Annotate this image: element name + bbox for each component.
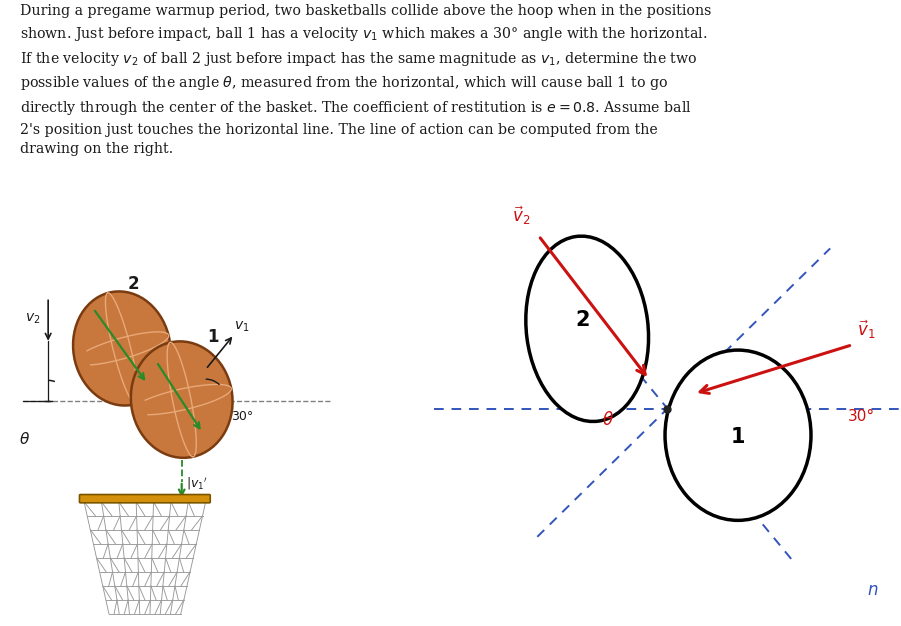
Text: 2: 2: [575, 310, 589, 330]
Text: $v_1$: $v_1$: [234, 319, 250, 334]
Text: 30°: 30°: [231, 409, 253, 423]
Text: $|v_1{'}$: $|v_1{'}$: [187, 475, 208, 492]
Ellipse shape: [665, 350, 811, 520]
Text: $v_2$: $v_2$: [25, 312, 41, 326]
Text: 2: 2: [127, 275, 139, 293]
Text: $\theta$: $\theta$: [19, 431, 31, 447]
Text: $\vec{v}_2$: $\vec{v}_2$: [512, 205, 530, 227]
FancyBboxPatch shape: [79, 495, 210, 503]
Text: n: n: [867, 581, 878, 599]
Text: 1: 1: [731, 427, 745, 447]
Text: During a pregame warmup period, two basketballs collide above the hoop when in t: During a pregame warmup period, two bask…: [20, 4, 711, 156]
Ellipse shape: [131, 341, 232, 458]
Text: 30°: 30°: [848, 409, 875, 424]
Text: $\theta$: $\theta$: [602, 411, 614, 429]
Ellipse shape: [73, 292, 170, 406]
Ellipse shape: [526, 236, 649, 421]
Text: $\vec{v}_1$: $\vec{v}_1$: [857, 318, 876, 341]
Text: 1: 1: [207, 328, 219, 346]
